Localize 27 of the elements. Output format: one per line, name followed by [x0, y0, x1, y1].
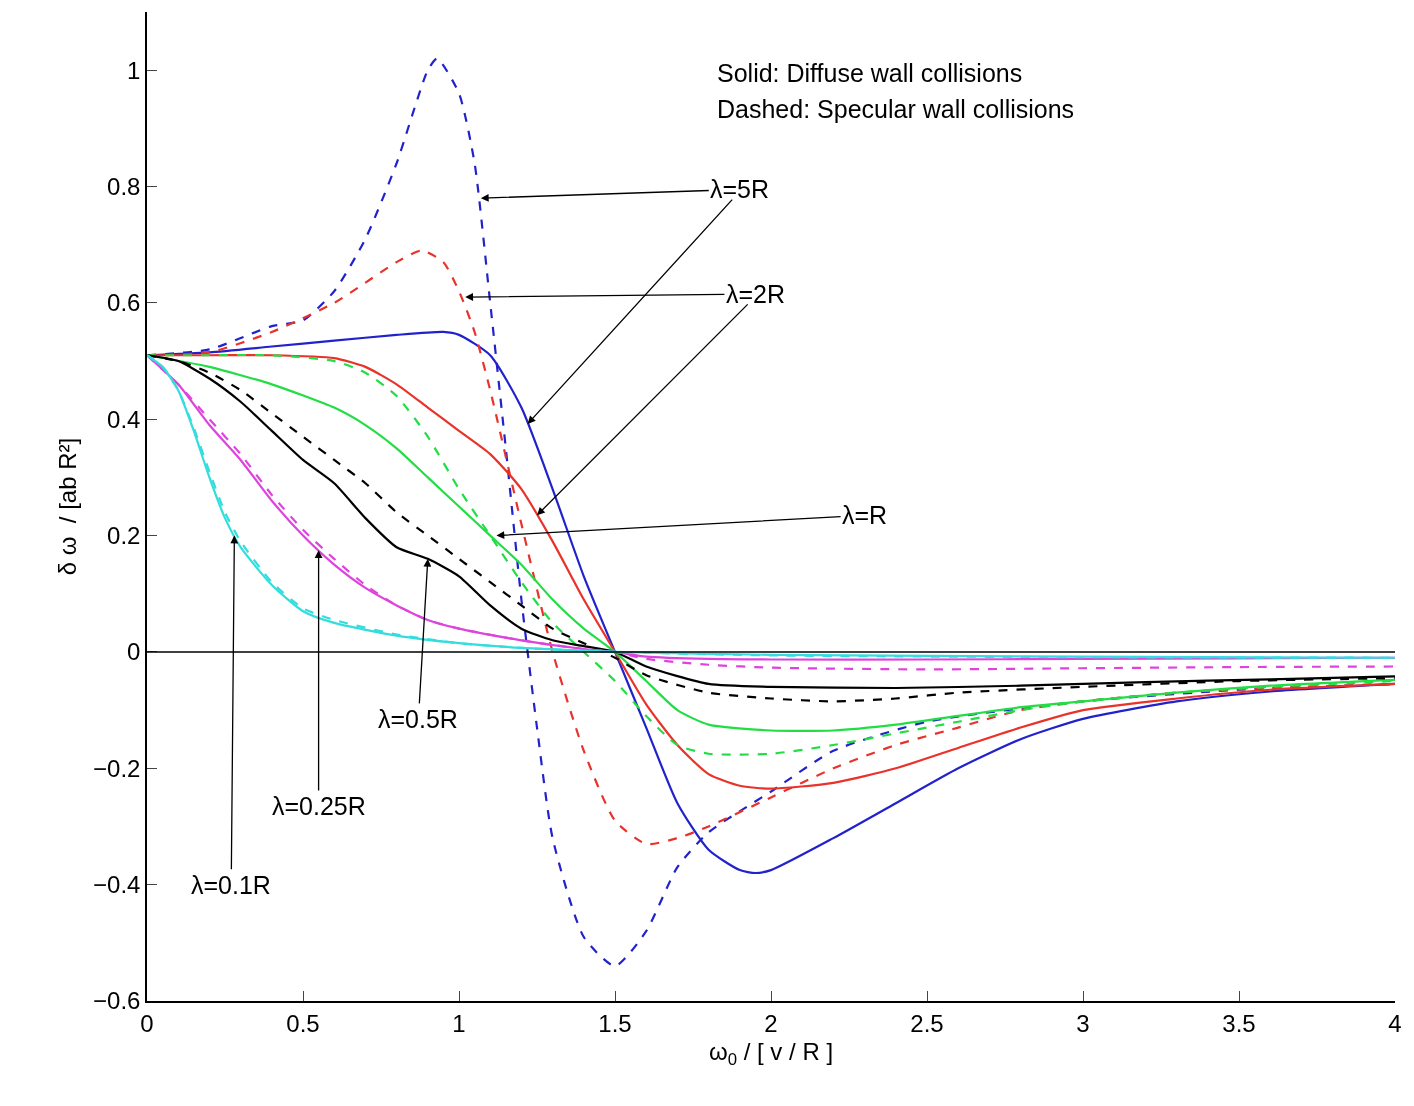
y-tick-label: 0.2	[107, 521, 141, 549]
y-tick-label: −0.4	[93, 871, 141, 899]
x-axis-title: ω$_{0}$ / [ v / R ]	[708, 1038, 834, 1070]
annotation: Dashed: Specular wall collisions	[717, 95, 1075, 123]
x-tick-label: 1.5	[598, 1009, 632, 1037]
y-tick-label: 0.6	[107, 289, 141, 317]
annotation: Solid: Diffuse wall collisions	[717, 59, 1023, 87]
y-tick-label: 1	[127, 56, 141, 84]
y-tick-label: 0	[127, 638, 141, 666]
annotation: λ=R	[842, 501, 888, 529]
y-tick-label: −0.2	[93, 754, 141, 782]
annotation: λ=0.5R	[378, 705, 458, 733]
annotation: λ=0.25R	[272, 792, 366, 820]
x-tick-label: 3.5	[1222, 1009, 1256, 1037]
annotation: λ=2R	[726, 280, 786, 308]
x-tick-label: 0.5	[286, 1009, 320, 1037]
y-tick-label: 0.8	[107, 172, 141, 200]
x-tick-label: 4	[1388, 1009, 1402, 1037]
annotation: λ=5R	[710, 175, 770, 203]
x-tick-label: 2	[764, 1009, 778, 1037]
x-tick-label: 1	[452, 1009, 466, 1037]
annotation: λ=0.1R	[191, 871, 271, 899]
y-tick-label: −0.6	[93, 987, 141, 1015]
x-tick-label: 2.5	[910, 1009, 944, 1037]
y-tick-label: 0.4	[107, 405, 141, 433]
x-tick-label: 3	[1076, 1009, 1090, 1037]
y-axis-title: δ ω / [ab R²]	[53, 437, 81, 576]
